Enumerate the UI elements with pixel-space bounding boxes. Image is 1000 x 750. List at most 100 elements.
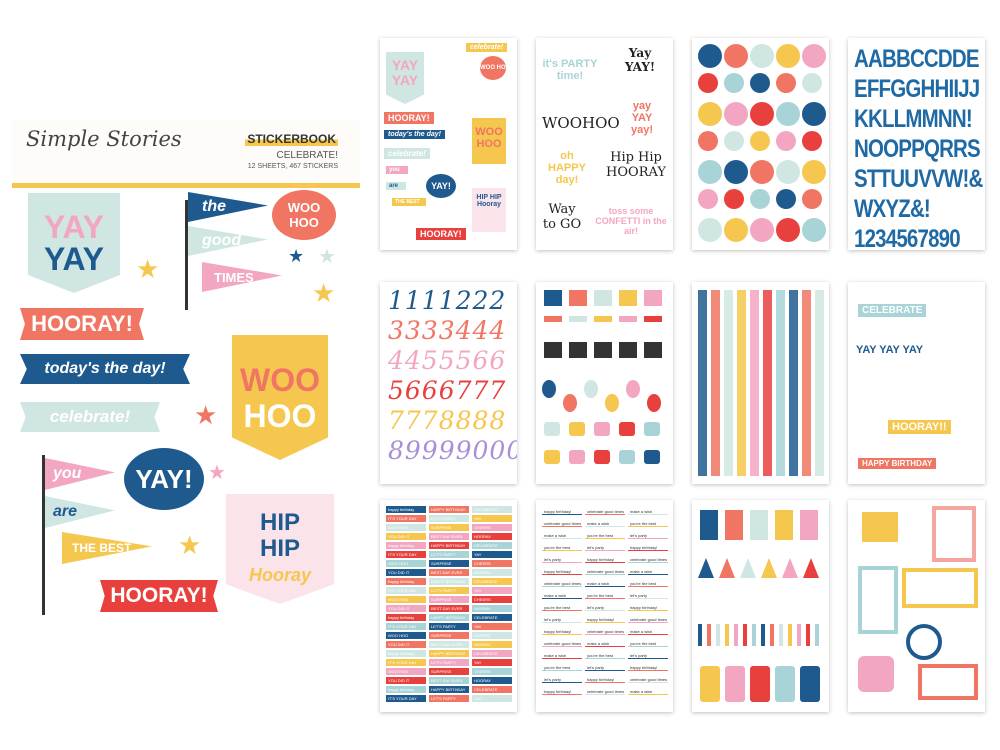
frame-sticker xyxy=(858,566,898,634)
times-pennant-sticker: TIMES xyxy=(202,262,282,292)
sticker: it's PARTY time! xyxy=(542,58,598,82)
hoo-text: HOO xyxy=(243,397,317,434)
sticker: CELEBRATE xyxy=(858,304,927,317)
phrase-sticker: make a wish xyxy=(628,628,668,635)
circle-sticker xyxy=(724,44,748,68)
circle-sticker xyxy=(750,189,770,209)
label-sticker: CELEBRATE xyxy=(472,614,512,621)
alphabet-row: NOOPPQRRS xyxy=(854,135,981,163)
party-hat-icon xyxy=(719,558,735,578)
star-icon: ★ xyxy=(194,400,218,430)
sticker: yay YAY yay! xyxy=(630,100,654,136)
phrase-sticker: you're the best xyxy=(585,592,625,599)
gift-icon xyxy=(544,290,562,306)
alphabet-row: AABBCCDDE xyxy=(854,45,980,73)
phrase-sticker: make a wish xyxy=(585,640,625,647)
phrase-sticker: let's party xyxy=(628,652,668,659)
candle-icon xyxy=(734,624,738,646)
alphabet-row: EFFGGHHIIJJ xyxy=(854,75,980,103)
phrase-sticker: make a wish xyxy=(628,508,668,515)
phrase-sticker: you're the best xyxy=(585,652,625,659)
label-sticker: happy birthday xyxy=(386,542,426,549)
label-sticker: HAPPY BIRTHDAY xyxy=(429,506,469,513)
cake-icon xyxy=(800,666,820,702)
label-sticker: CHEERS xyxy=(472,668,512,675)
label-sticker: CHEERS xyxy=(472,560,512,567)
circle-sticker xyxy=(776,73,796,93)
woohoo-bubble-sticker: WOO HOO xyxy=(272,190,336,240)
circle-sticker xyxy=(750,73,770,93)
phrase-sticker: let's party xyxy=(585,604,625,611)
label-sticker: SURPRISE xyxy=(429,524,469,531)
label-sticker: HOORAY xyxy=(472,605,512,612)
star-icon xyxy=(594,316,612,322)
numbers-row: 5666777 xyxy=(388,376,507,405)
cake-icon xyxy=(725,510,743,540)
candle-icon xyxy=(707,624,711,646)
label-sticker: LET'S PARTY xyxy=(429,515,469,522)
label-sticker: HAPPY BIRTHDAY xyxy=(429,542,469,549)
label-sticker: WOO HOO xyxy=(386,524,426,531)
label-sticker: YOU DID IT xyxy=(386,605,426,612)
label-sticker: LET'S PARTY xyxy=(429,659,469,666)
cupcake-icon xyxy=(619,422,635,436)
sticker-sheet-7-border-strips xyxy=(692,282,829,484)
circle-sticker xyxy=(750,218,774,242)
sticker: WOO HOO xyxy=(480,56,510,80)
circle-sticker xyxy=(802,44,826,68)
label-sticker: YOU DID IT xyxy=(386,677,426,684)
label-sticker: SURPRISE xyxy=(429,596,469,603)
circle-sticker xyxy=(802,131,822,151)
balloon-icon xyxy=(647,394,661,412)
camera-icon xyxy=(644,342,662,358)
cupcake-icon xyxy=(569,450,585,464)
label-sticker: LET'S PARTY xyxy=(429,695,469,702)
alphabet-row: WXYZ&! xyxy=(854,195,931,223)
cupcake-icon xyxy=(644,422,660,436)
phrase-sticker: let's party xyxy=(542,616,582,623)
cake-icon xyxy=(775,510,793,540)
circle-sticker xyxy=(802,160,826,184)
phrase-sticker: make a wish xyxy=(542,592,582,599)
numbers-row: 3333444 xyxy=(388,316,507,345)
label-sticker: SURPRISE xyxy=(429,668,469,675)
phrase-sticker: you're the best xyxy=(542,544,582,551)
sticker-sheet-6-icons xyxy=(536,282,673,484)
label-sticker: WOO HOO xyxy=(386,560,426,567)
label-sticker: CHEERS xyxy=(472,632,512,639)
label-sticker: YOU DID IT xyxy=(386,641,426,648)
candle-icon xyxy=(716,624,720,646)
you-pennant-sticker: you xyxy=(45,458,115,490)
label-sticker: BEST DAY EVER xyxy=(429,533,469,540)
gift-icon xyxy=(594,290,612,306)
candle-icon xyxy=(743,624,747,646)
label-sticker: CELEBRATE xyxy=(472,578,512,585)
circle-sticker xyxy=(750,102,774,126)
circle-sticker xyxy=(724,131,744,151)
sticker: YAY YAY xyxy=(386,52,424,104)
label-sticker: BEST DAY EVER xyxy=(429,641,469,648)
camera-icon xyxy=(544,342,562,358)
phrase-sticker: let's party xyxy=(628,532,668,539)
circle-sticker xyxy=(698,44,722,68)
phrase-sticker: celebrate good times xyxy=(585,629,625,635)
phrase-sticker: celebrate good times xyxy=(542,521,582,527)
label-sticker: IT'S YOUR DAY xyxy=(386,623,426,630)
candle-icon xyxy=(806,624,810,646)
circle-sticker xyxy=(698,160,722,184)
cake-icon xyxy=(700,666,720,702)
cupcake-icon xyxy=(594,422,610,436)
circle-sticker xyxy=(724,73,744,93)
sticker: you xyxy=(386,166,408,174)
product-count: 12 SHEETS, 467 STICKERS xyxy=(247,163,338,170)
phrase-sticker: celebrate good times xyxy=(542,581,582,587)
circle-sticker xyxy=(698,102,722,126)
circle-sticker xyxy=(776,218,800,242)
sticker-sheet-8-bunting: CELEBRATE YAY YAY YAY HOORAY!! HAPPY BIR… xyxy=(848,282,985,484)
phrase-sticker: make a wish xyxy=(542,532,582,539)
circle-sticker xyxy=(698,131,718,151)
cupcake-icon xyxy=(594,450,610,464)
sticker: HOORAY! xyxy=(416,228,466,240)
sticker-sheet-9-word-labels: happy birthday HAPPY BIRTHDAY CELEBRATE IT'… xyxy=(380,500,517,712)
label-sticker: YAY xyxy=(472,587,512,594)
